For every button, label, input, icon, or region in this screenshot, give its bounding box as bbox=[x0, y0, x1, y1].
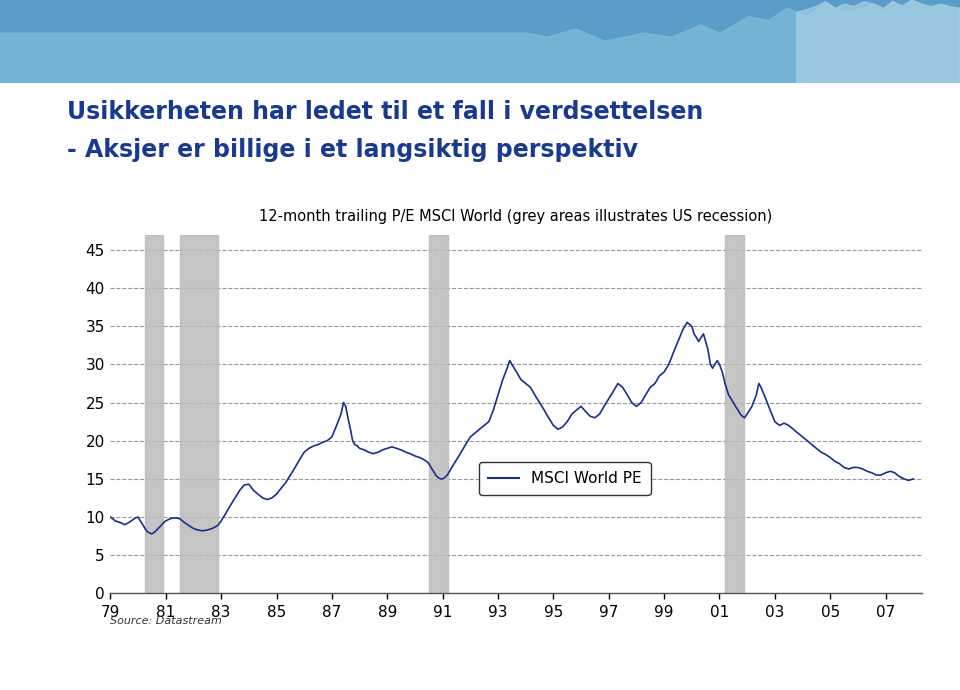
Text: Source: Datastream: Source: Datastream bbox=[110, 616, 223, 627]
Text: - Aksjer er billige i et langsiktig perspektiv: - Aksjer er billige i et langsiktig pers… bbox=[67, 138, 638, 162]
Bar bbox=[725, 235, 744, 593]
Bar bbox=[180, 235, 218, 593]
Legend: MSCI World PE: MSCI World PE bbox=[479, 462, 651, 495]
Polygon shape bbox=[797, 0, 960, 83]
Bar bbox=[429, 235, 448, 593]
Text: Usikkerheten har ledet til et fall i verdsettelsen: Usikkerheten har ledet til et fall i ver… bbox=[67, 100, 704, 124]
Title: 12-month trailing P/E MSCI World (grey areas illustrates US recession): 12-month trailing P/E MSCI World (grey a… bbox=[259, 208, 773, 224]
Polygon shape bbox=[0, 0, 960, 83]
Bar bbox=[145, 235, 163, 593]
